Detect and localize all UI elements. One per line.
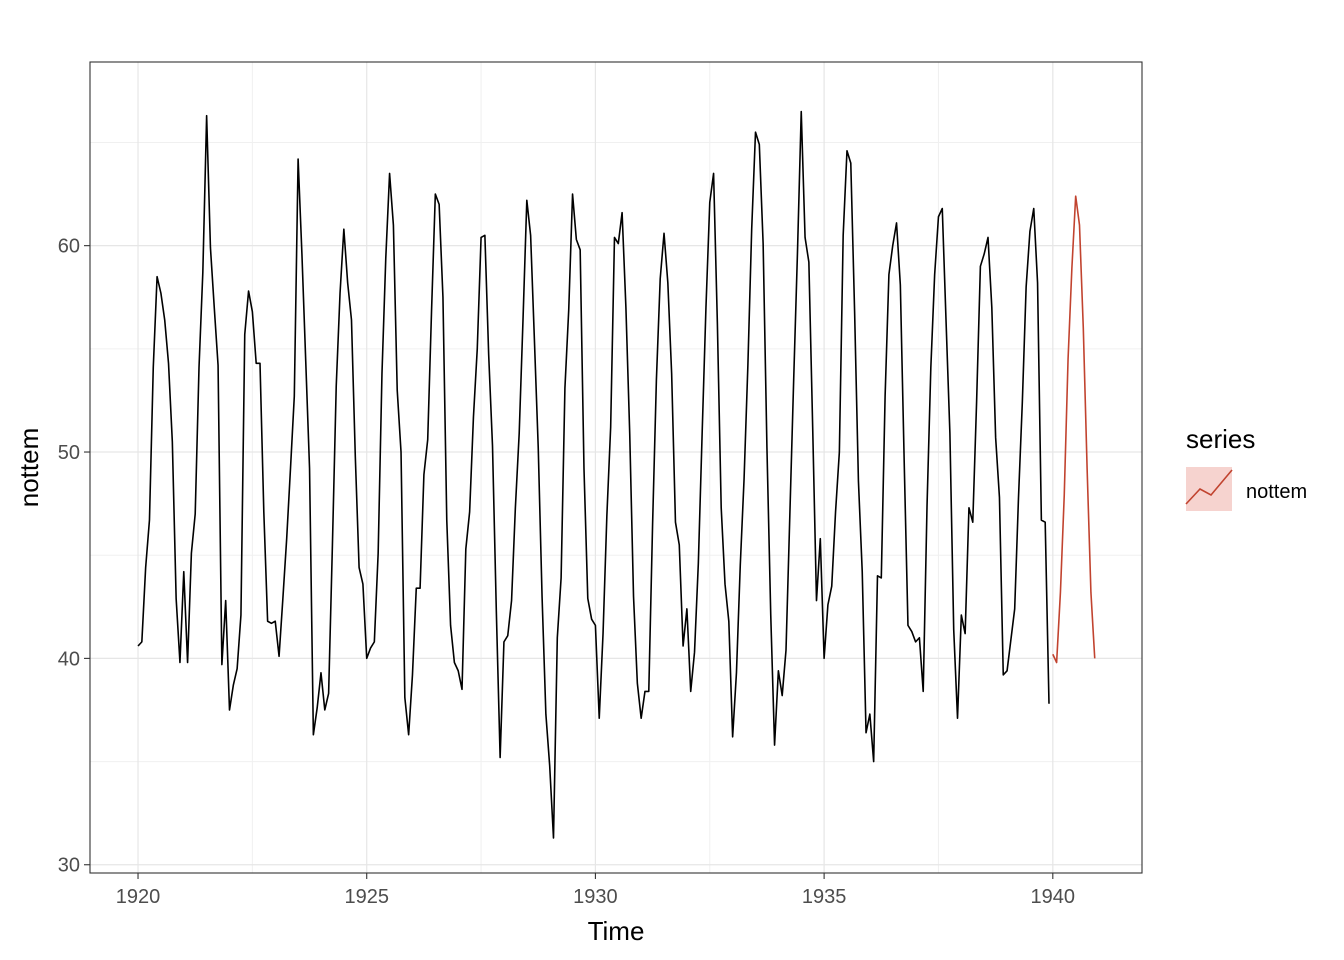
- y-tick-label: 40: [58, 648, 80, 670]
- x-tick-label: 1925: [344, 886, 389, 908]
- legend-key-background: [1186, 467, 1232, 511]
- series-layer: [137, 110, 1096, 839]
- x-tick-label: 1935: [802, 886, 847, 908]
- legend-title: series: [1186, 424, 1255, 454]
- plot-panel: [89, 61, 1143, 874]
- series-line-0: [137, 110, 1050, 839]
- major-gridlines: [90, 62, 1142, 873]
- x-tick-label: 1920: [116, 886, 161, 908]
- x-axis-title: Time: [588, 916, 645, 946]
- legend-label-nottem: nottem: [1246, 481, 1307, 503]
- y-tick-label: 30: [58, 855, 80, 877]
- y-tick-label: 60: [58, 236, 80, 258]
- y-tick-label: 50: [58, 442, 80, 464]
- legend-key-line: [1185, 469, 1233, 505]
- y-axis-title: nottem: [14, 428, 44, 508]
- y-axis: 30 40 50 60: [58, 236, 90, 877]
- x-axis: 1920 1925 1930 1935 1940: [116, 873, 1075, 908]
- series-line-nottem: [1052, 195, 1096, 664]
- panel-background: [90, 62, 1142, 873]
- x-tick-label: 1940: [1031, 886, 1076, 908]
- legend: series nottem: [1185, 424, 1307, 511]
- x-tick-label: 1930: [573, 886, 618, 908]
- panel-border: [89, 61, 1143, 874]
